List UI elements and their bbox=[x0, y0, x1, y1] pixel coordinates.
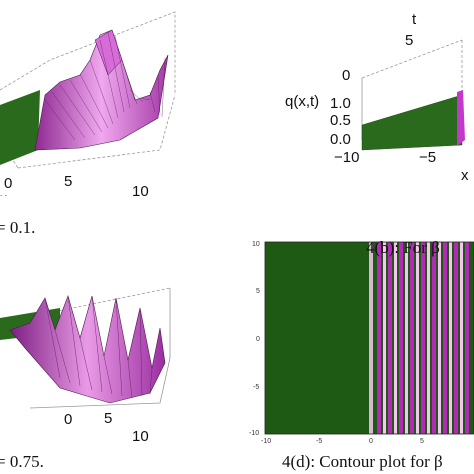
panel-c-svg: 0 5 10 bbox=[0, 287, 171, 445]
panel-c-box bbox=[0, 287, 171, 409]
panel-d-ytick-10: 10 bbox=[252, 241, 260, 248]
panel-b-t-tick-5: 5 bbox=[405, 32, 413, 49]
panel-b-x-tick-m5: −5 bbox=[419, 149, 436, 166]
panel-a-floor bbox=[0, 90, 40, 165]
panel-a-surface bbox=[34, 29, 169, 151]
panel-d-stripes bbox=[369, 242, 469, 434]
panel-d-ytick-0: 0 bbox=[256, 336, 260, 343]
panel-b-surface-plot: t 5 0 q(x,t) 1.0 0.5 0.0 −10 −5 x bbox=[237, 0, 474, 196]
panel-b-svg: t 5 0 q(x,t) 1.0 0.5 0.0 −10 −5 x bbox=[285, 11, 469, 184]
panel-c-surface-plot: 0 5 10 bbox=[0, 268, 237, 448]
panel-a-surface-plot: 0 5 10 x bbox=[0, 0, 237, 196]
panel-b-x-tick-m10: −10 bbox=[334, 149, 359, 166]
panel-b-x-label: x bbox=[461, 167, 469, 184]
panel-a-xtick-5: 5 bbox=[64, 173, 72, 190]
panel-b-z-label: q(x,t) bbox=[285, 93, 319, 110]
panel-d-frame bbox=[264, 241, 474, 435]
panel-d-xtick-0: 0 bbox=[369, 438, 373, 445]
panel-b-z-tick-1: 1.0 bbox=[330, 95, 351, 112]
caption-a: = 0.1. bbox=[0, 218, 36, 237]
panel-c-xtick-5: 5 bbox=[104, 410, 112, 427]
panel-b-z-tick-05: 0.5 bbox=[330, 112, 351, 129]
panel-a-x-label: x bbox=[0, 190, 7, 196]
panel-c-xtick-0: 0 bbox=[64, 411, 72, 428]
panel-d-xtick-5: 5 bbox=[420, 438, 424, 445]
panel-d-xtick-m5: -5 bbox=[316, 438, 322, 445]
panel-b-t-tick-0: 0 bbox=[342, 67, 350, 84]
panel-d-xtick-m10: -10 bbox=[261, 438, 271, 445]
panel-d-ytick-5: 5 bbox=[256, 288, 260, 295]
panel-d-ytick-m5: -5 bbox=[253, 384, 259, 391]
panel-b-t-label: t bbox=[412, 11, 417, 28]
panel-b-floor bbox=[361, 94, 463, 151]
panel-b-z-tick-0: 0.0 bbox=[330, 131, 351, 148]
panel-a-svg: 0 5 10 bbox=[0, 11, 176, 196]
panel-c-surface bbox=[9, 295, 166, 404]
panel-a-xtick-0: 0 bbox=[4, 175, 12, 192]
caption-b: 4(b): For β bbox=[366, 238, 440, 257]
panel-d-ytick-m10: -10 bbox=[249, 430, 259, 437]
caption-d: 4(d): Contour plot for β bbox=[282, 452, 443, 471]
panel-d-contour-plot: -10 -5 0 5 10 -10 -5 0 5 bbox=[237, 236, 474, 446]
panel-c-xtick-10: 10 bbox=[132, 428, 149, 445]
panel-a-xtick-10: 10 bbox=[132, 183, 149, 196]
panel-b-ridge bbox=[457, 90, 465, 146]
caption-c: = 0.75. bbox=[0, 452, 44, 471]
panel-d-svg: -10 -5 0 5 10 -10 -5 0 5 bbox=[249, 241, 474, 445]
